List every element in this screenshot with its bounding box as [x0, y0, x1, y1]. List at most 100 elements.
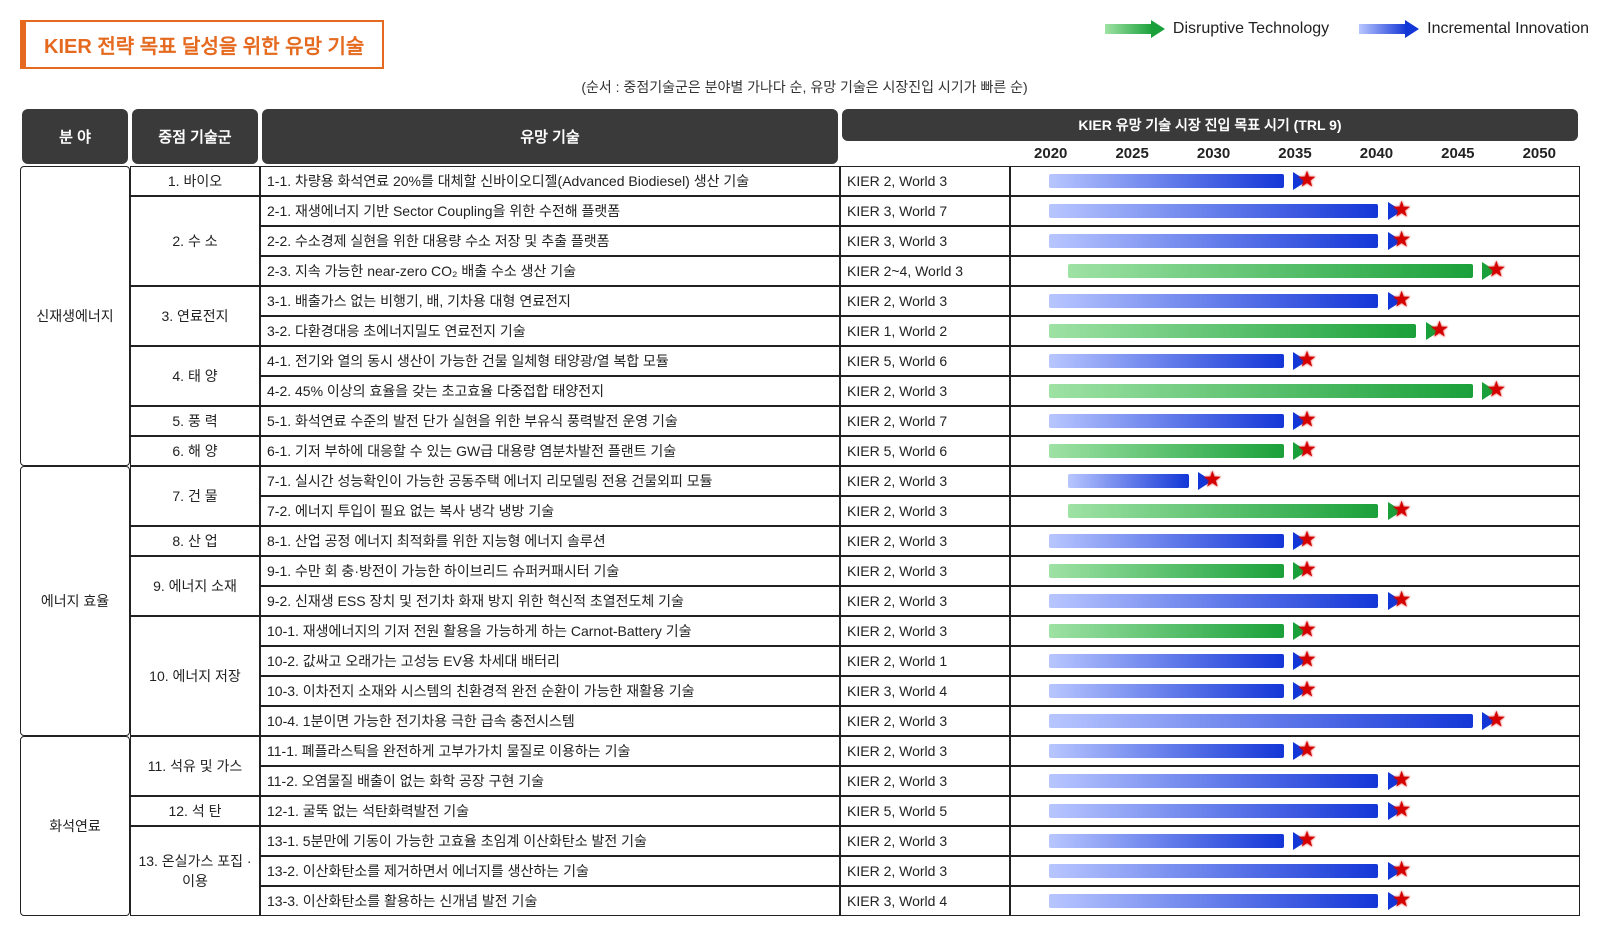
timeline-year-spacer — [840, 141, 1010, 166]
tech-cell: 2-1. 재생에너지 기반 Sector Coupling을 위한 수전해 플랫… — [260, 196, 840, 226]
timeline-bar — [1049, 684, 1284, 698]
tech-cell: 6-1. 기저 부하에 대응할 수 있는 GW급 대용량 염분차발전 플랜트 기… — [260, 436, 840, 466]
timeline-cell: ★ — [1010, 166, 1580, 196]
timeline-bar — [1049, 654, 1284, 668]
kier-world-cell: KIER 2, World 3 — [840, 736, 1010, 766]
timeline-year-label: 2025 — [1091, 145, 1172, 162]
disruptive-arrow-icon — [1105, 21, 1165, 37]
timeline-target-star-icon: ★ — [1297, 437, 1317, 463]
kier-world-cell: KIER 2, World 7 — [840, 406, 1010, 436]
timeline-cell: ★ — [1010, 526, 1580, 556]
legend-incremental-label: Incremental Innovation — [1427, 20, 1589, 38]
tech-cell: 13-2. 이산화탄소를 제거하면서 에너지를 생산하는 기술 — [260, 856, 840, 886]
timeline-target-star-icon: ★ — [1297, 347, 1317, 373]
header-field: 분 야 — [22, 109, 128, 164]
tech-cell: 2-2. 수소경제 실현을 위한 대용량 수소 저장 및 추출 플랫폼 — [260, 226, 840, 256]
timeline-cell: ★ — [1010, 676, 1580, 706]
sort-note: (순서 : 중점기술군은 분야별 가나다 순, 유망 기술은 시장진입 시기가 … — [20, 77, 1589, 97]
timeline-bar — [1049, 204, 1378, 218]
kier-world-cell: KIER 2, World 3 — [840, 466, 1010, 496]
tech-cell: 13-1. 5분만에 기동이 가능한 고효율 초임계 이산화탄소 발전 기술 — [260, 826, 840, 856]
timeline-bar — [1049, 534, 1284, 548]
timeline-cell: ★ — [1010, 886, 1580, 916]
timeline-bar — [1068, 504, 1379, 518]
timeline-target-star-icon: ★ — [1297, 557, 1317, 583]
timeline-year-label: 2050 — [1499, 145, 1580, 162]
timeline-year-label: 2020 — [1010, 145, 1091, 162]
group-cell: 8. 산 업 — [130, 526, 260, 556]
group-cell: 2. 수 소 — [130, 196, 260, 286]
timeline-bar — [1068, 264, 1473, 278]
timeline-cell: ★ — [1010, 496, 1580, 526]
kier-world-cell: KIER 2, World 3 — [840, 376, 1010, 406]
kier-world-cell: KIER 5, World 6 — [840, 346, 1010, 376]
incremental-arrow-icon — [1359, 21, 1419, 37]
timeline-bar — [1049, 384, 1473, 398]
timeline-bar — [1049, 774, 1378, 788]
group-cell: 7. 건 물 — [130, 466, 260, 526]
group-cell: 13. 온실가스 포집 · 이용 — [130, 826, 260, 916]
timeline-bar — [1049, 324, 1416, 338]
timeline-target-star-icon: ★ — [1392, 197, 1412, 223]
timeline-cell: ★ — [1010, 256, 1580, 286]
kier-world-cell: KIER 3, World 7 — [840, 196, 1010, 226]
top-row: KIER 전략 목표 달성을 위한 유망 기술 Disruptive Techn… — [20, 20, 1589, 69]
header-timeline-wrap: KIER 유망 기술 시장 진입 목표 시기 (TRL 9) 202020252… — [840, 107, 1580, 166]
kier-world-cell: KIER 2, World 3 — [840, 556, 1010, 586]
main-grid: 분 야 중점 기술군 유망 기술 KIER 유망 기술 시장 진입 목표 시기 … — [20, 107, 1589, 916]
legend-disruptive: Disruptive Technology — [1105, 20, 1329, 38]
kier-world-cell: KIER 2, World 3 — [840, 856, 1010, 886]
timeline-bar — [1049, 174, 1284, 188]
group-cell: 12. 석 탄 — [130, 796, 260, 826]
timeline-cell: ★ — [1010, 856, 1580, 886]
field-cell: 신재생에너지 — [20, 166, 130, 466]
kier-world-cell: KIER 5, World 5 — [840, 796, 1010, 826]
kier-world-cell: KIER 3, World 4 — [840, 676, 1010, 706]
timeline-target-star-icon: ★ — [1297, 617, 1317, 643]
timeline-target-star-icon: ★ — [1392, 797, 1412, 823]
tech-cell: 12-1. 굴뚝 없는 석탄화력발전 기술 — [260, 796, 840, 826]
tech-cell: 11-2. 오염물질 배출이 없는 화학 공장 구현 기술 — [260, 766, 840, 796]
sort-note-text: (순서 : 중점기술군은 분야별 가나다 순, 유망 기술은 시장진입 시기가 … — [581, 79, 1027, 95]
group-cell: 11. 석유 및 가스 — [130, 736, 260, 796]
header-field-label: 분 야 — [59, 126, 91, 147]
timeline-year-label: 2040 — [1336, 145, 1417, 162]
tech-cell: 3-2. 다환경대응 초에너지밀도 연료전지 기술 — [260, 316, 840, 346]
tech-cell: 10-2. 값싸고 오래가는 고성능 EV용 차세대 배터리 — [260, 646, 840, 676]
field-cell: 에너지 효율 — [20, 466, 130, 736]
timeline-cell: ★ — [1010, 406, 1580, 436]
timeline-bar — [1049, 234, 1378, 248]
header-timeline-title: KIER 유망 기술 시장 진입 목표 시기 (TRL 9) — [842, 109, 1578, 141]
timeline-target-star-icon: ★ — [1297, 737, 1317, 763]
tech-cell: 7-1. 실시간 성능확인이 가능한 공동주택 에너지 리모델링 전용 건물외피… — [260, 466, 840, 496]
timeline-years-row: 2020202520302035204020452050 — [1010, 141, 1580, 166]
timeline-cell: ★ — [1010, 766, 1580, 796]
tech-cell: 8-1. 산업 공정 에너지 최적화를 위한 지능형 에너지 솔루션 — [260, 526, 840, 556]
tech-cell: 11-1. 폐플라스틱을 완전하게 고부가가치 물질로 이용하는 기술 — [260, 736, 840, 766]
timeline-target-star-icon: ★ — [1202, 467, 1222, 493]
group-cell: 6. 해 양 — [130, 436, 260, 466]
kier-world-cell: KIER 2, World 3 — [840, 526, 1010, 556]
timeline-cell: ★ — [1010, 316, 1580, 346]
kier-world-cell: KIER 2, World 3 — [840, 706, 1010, 736]
kier-world-cell: KIER 2, World 3 — [840, 616, 1010, 646]
page-title-badge: KIER 전략 목표 달성을 위한 유망 기술 — [20, 20, 384, 69]
header-group: 중점 기술군 — [132, 109, 258, 164]
timeline-cell: ★ — [1010, 466, 1580, 496]
timeline-bar — [1049, 294, 1378, 308]
tech-cell: 10-4. 1분이면 가능한 전기차용 극한 급속 충전시스템 — [260, 706, 840, 736]
timeline-target-star-icon: ★ — [1297, 677, 1317, 703]
timeline-bar — [1049, 564, 1284, 578]
tech-cell: 1-1. 차량용 화석연료 20%를 대체할 신바이오디젤(Advanced B… — [260, 166, 840, 196]
legend-disruptive-label: Disruptive Technology — [1173, 20, 1329, 38]
header-group-label: 중점 기술군 — [158, 126, 231, 147]
timeline-cell: ★ — [1010, 556, 1580, 586]
group-cell: 9. 에너지 소재 — [130, 556, 260, 616]
kier-world-cell: KIER 2~4, World 3 — [840, 256, 1010, 286]
timeline-bar — [1049, 624, 1284, 638]
timeline-target-star-icon: ★ — [1392, 887, 1412, 913]
group-cell: 4. 태 양 — [130, 346, 260, 406]
tech-cell: 5-1. 화석연료 수준의 발전 단가 실현을 위한 부유식 풍력발전 운영 기… — [260, 406, 840, 436]
tech-cell: 10-3. 이차전지 소재와 시스템의 친환경적 완전 순환이 가능한 재활용 … — [260, 676, 840, 706]
timeline-bar — [1049, 744, 1284, 758]
